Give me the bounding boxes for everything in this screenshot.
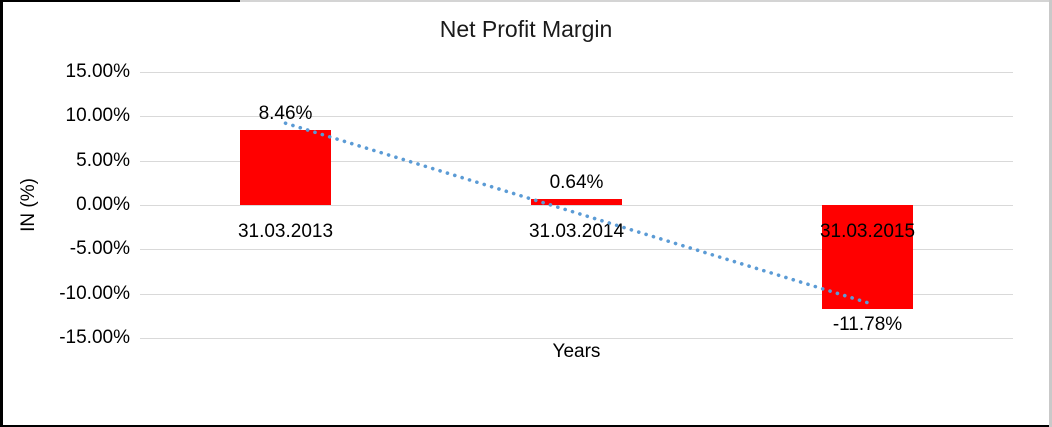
gridline xyxy=(140,337,1013,339)
y-tick-label: 5.00% xyxy=(76,149,130,171)
y-tick-label: -10.00% xyxy=(59,282,130,304)
data-label: 0.64% xyxy=(549,172,604,194)
trendline-path xyxy=(283,121,870,305)
border-right xyxy=(1049,0,1052,427)
x-category-label: 31.03.2014 xyxy=(528,221,625,242)
x-category-label: 31.03.2013 xyxy=(237,221,334,242)
chart-bar xyxy=(240,129,331,205)
y-tick-label: 10.00% xyxy=(65,105,130,127)
data-label: -11.78% xyxy=(832,314,903,336)
border-top-black xyxy=(0,0,240,2)
y-tick-label: -5.00% xyxy=(69,238,130,260)
data-label: 8.46% xyxy=(258,102,313,124)
y-tick-label: 15.00% xyxy=(65,61,130,82)
chart-bar xyxy=(531,199,622,205)
y-tick-label: -15.00% xyxy=(59,326,130,348)
border-top-gray xyxy=(0,0,1052,2)
gridline xyxy=(140,72,1013,73)
chart-title: Net Profit Margin xyxy=(439,16,613,42)
border-bottom xyxy=(0,425,1052,427)
y-tick-label: 0.00% xyxy=(76,193,130,215)
border-left xyxy=(0,0,3,427)
x-category-label: 31.03.2015 xyxy=(819,221,916,242)
gridline xyxy=(140,116,1013,118)
x-axis-title: Years xyxy=(552,341,601,362)
